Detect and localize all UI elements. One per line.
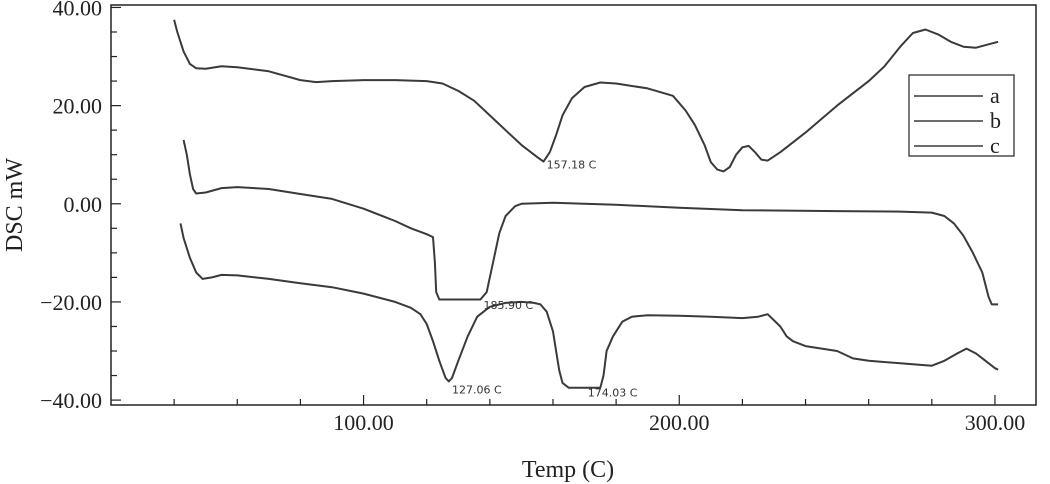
peak-annotation: 174.03 C xyxy=(588,387,638,400)
y-tick-label: 20.00 xyxy=(53,94,103,119)
peak-annotations: 157.18 C 127.06 C 185.90 C 174.03 C xyxy=(452,159,638,400)
peak-annotation: 127.06 C xyxy=(452,383,502,396)
y-tick-label: −20.00 xyxy=(40,290,102,315)
x-tick-labels: 100.00 200.00 300.00 xyxy=(333,410,1025,435)
tick-marks xyxy=(111,6,996,405)
y-tick-label: 0.00 xyxy=(64,192,103,217)
y-axis-title: DSC mW xyxy=(2,158,28,252)
plot-frame xyxy=(110,4,1037,406)
legend-label-c: c xyxy=(990,133,1000,158)
series-lines xyxy=(173,19,999,389)
y-tick-label: −40.00 xyxy=(40,388,102,413)
peak-annotation: 185.90 C xyxy=(484,299,534,312)
legend-label-a: a xyxy=(990,83,1000,108)
series-a-line xyxy=(173,19,999,173)
x-tick-label: 300.00 xyxy=(965,410,1026,435)
series-c-line xyxy=(179,223,999,389)
y-tick-labels: 40.00 20.00 0.00 −20.00 −40.00 xyxy=(40,0,102,413)
legend: a b c xyxy=(908,74,1015,158)
y-tick-label: 40.00 xyxy=(53,0,103,20)
legend-label-b: b xyxy=(990,108,1001,133)
x-tick-label: 200.00 xyxy=(649,410,710,435)
legend-box xyxy=(908,74,1015,157)
series-b-line xyxy=(182,139,999,306)
peak-annotation: 157.18 C xyxy=(547,159,597,172)
x-axis-title: Temp (C) xyxy=(522,457,614,483)
x-tick-label: 100.00 xyxy=(333,410,394,435)
